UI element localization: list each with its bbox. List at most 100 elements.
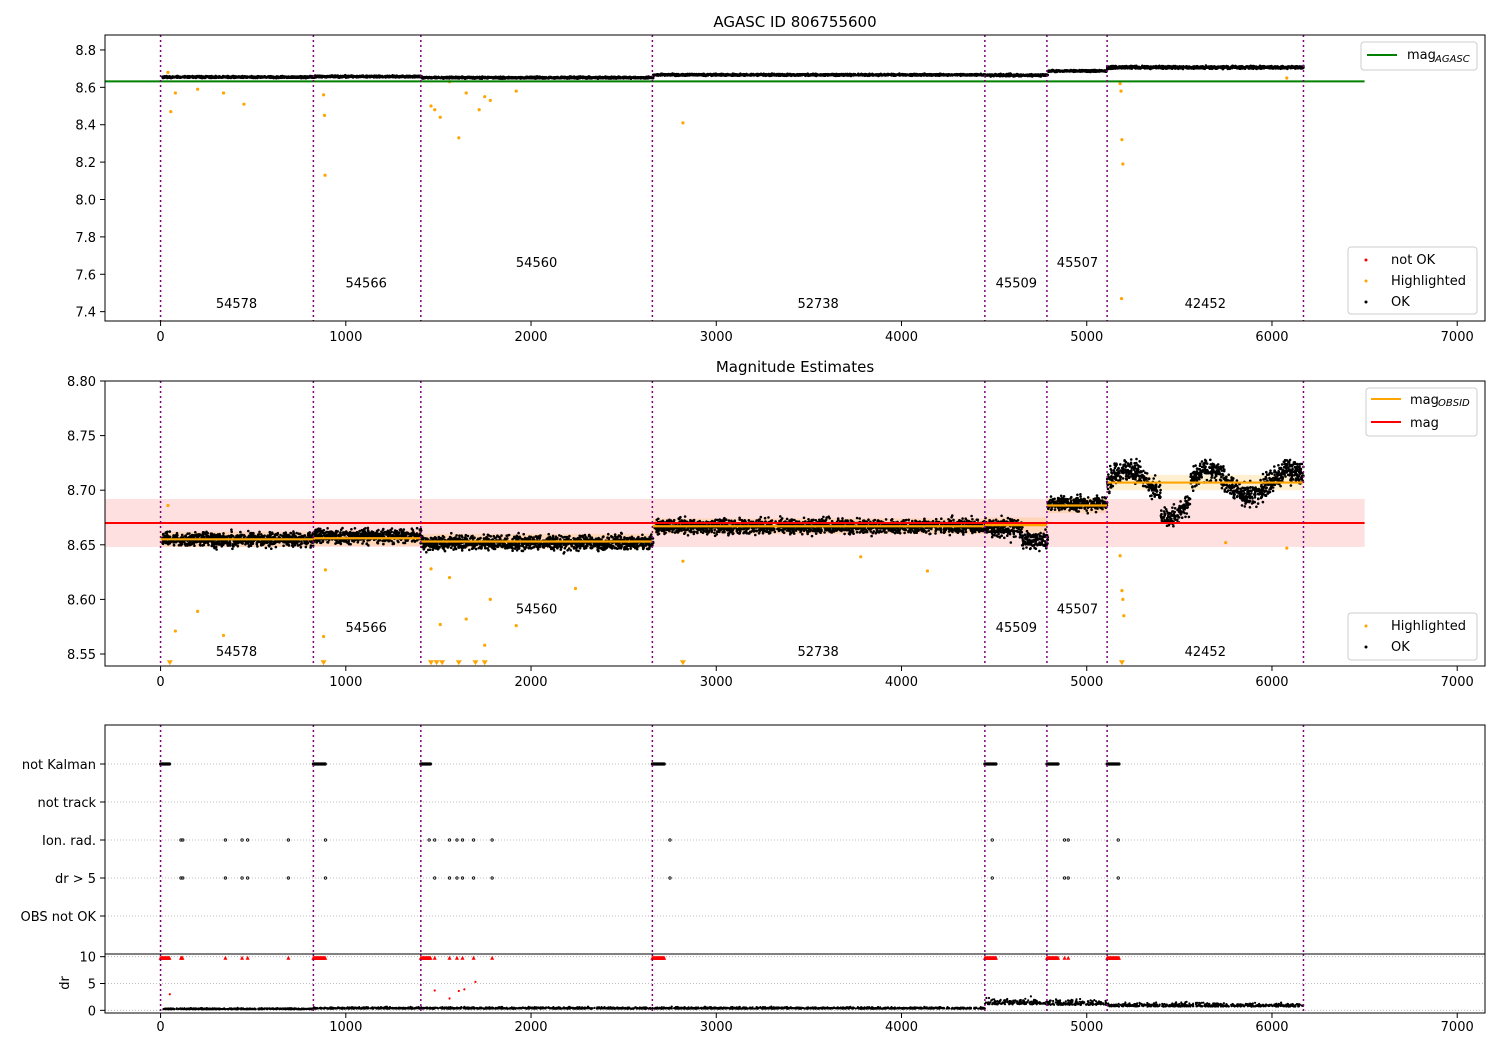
p1-xtick-label: 1000 xyxy=(329,330,362,345)
p1-ok-point xyxy=(639,76,642,79)
p1-ok-point xyxy=(615,76,618,79)
p1-ok-point xyxy=(236,76,239,79)
p1-ok-point xyxy=(282,76,285,79)
p1-ok-point xyxy=(454,76,457,79)
p1-ok-point xyxy=(332,75,335,78)
p1-ok-point xyxy=(227,76,230,79)
p1-ok-point xyxy=(233,76,236,79)
p1-ok-point xyxy=(273,76,276,79)
p1-ok-point xyxy=(934,73,937,76)
p1-ok-point xyxy=(1009,73,1012,76)
p1-ok-point xyxy=(950,73,953,76)
p1-ok-point xyxy=(336,75,339,78)
p1-ok-point xyxy=(525,77,528,80)
p1-ok-point xyxy=(327,75,330,78)
p1-xtick-label: 2000 xyxy=(514,330,547,345)
p1-ok-point xyxy=(372,75,375,78)
p1-ok-point xyxy=(622,76,625,79)
p1-ok-point xyxy=(472,77,475,80)
p1-ytick-label: 8.4 xyxy=(75,119,96,134)
p1-ok-point xyxy=(401,75,404,78)
p1-ok-point xyxy=(768,73,771,76)
p1-ok-point xyxy=(1096,70,1099,73)
p1-ok-point xyxy=(824,74,827,77)
p1-ok-point xyxy=(1069,70,1072,73)
p1-xtick-label: 6000 xyxy=(1255,330,1288,345)
p1-ok-point xyxy=(629,76,632,79)
p1-ok-point xyxy=(704,74,707,77)
p1-ok-point xyxy=(413,74,416,77)
p1-ok-point xyxy=(588,76,591,79)
p1-ok-point xyxy=(504,76,507,79)
p1-xtick-label: 7000 xyxy=(1441,330,1474,345)
p1-ok-point xyxy=(461,75,464,78)
p1-ok-point xyxy=(1074,70,1077,73)
p1-ok-point xyxy=(808,75,811,78)
p1-ytick-label: 8.8 xyxy=(75,44,96,59)
p1-ok-point xyxy=(872,74,875,77)
p1-ok-point xyxy=(1079,70,1082,73)
p1-ok-point xyxy=(868,73,871,76)
panel1-title: AGASC ID 806755600 xyxy=(713,13,876,31)
p1-xtick-label: 4000 xyxy=(885,330,918,345)
p1-ok-point xyxy=(827,74,830,77)
p1-ok-point xyxy=(844,73,847,76)
p1-ok-point xyxy=(748,74,751,77)
p1-ok-point xyxy=(1013,74,1016,77)
p1-ok-point xyxy=(349,75,352,78)
p1-ok-point xyxy=(275,75,278,78)
p1-ok-point xyxy=(761,73,764,76)
p1-ok-point xyxy=(731,74,734,77)
p1-ok-point xyxy=(681,74,684,77)
p1-ok-point xyxy=(782,74,785,77)
p1-ok-point xyxy=(802,73,805,76)
p1-ok-point xyxy=(919,73,922,76)
p1-ok-point xyxy=(894,74,897,77)
p1-ytick-label: 7.8 xyxy=(75,231,96,246)
p1-ok-point xyxy=(493,76,496,79)
p1-ok-point xyxy=(659,73,662,76)
p1-ok-point xyxy=(953,73,956,76)
p1-ok-point xyxy=(692,73,695,76)
p1-ok-point xyxy=(447,76,450,79)
p1-ok-point xyxy=(835,73,838,76)
p1-ok-point xyxy=(916,73,919,76)
p1-ok-point xyxy=(1017,73,1020,76)
p1-ok-point xyxy=(437,76,440,79)
p1-ok-point xyxy=(248,76,251,79)
p1-ok-point xyxy=(382,76,385,79)
p1-ok-point xyxy=(500,76,503,79)
p1-ok-point xyxy=(976,73,979,76)
p1-ok-point xyxy=(512,77,515,80)
p1-ok-point xyxy=(190,75,193,78)
p1-ok-point xyxy=(857,74,860,77)
p1-ok-point xyxy=(885,74,888,77)
p1-ytick-label: 8.2 xyxy=(75,156,96,171)
p1-ok-point xyxy=(970,74,973,77)
p1-ok-point xyxy=(882,73,885,76)
p1-ok-point xyxy=(302,76,305,79)
p1-ok-point xyxy=(645,76,648,79)
p1-ok-point xyxy=(533,76,536,79)
p1-ok-point xyxy=(251,76,254,79)
p1-ok-point xyxy=(945,74,948,77)
p1-ok-point xyxy=(792,73,795,76)
p1-ok-point xyxy=(684,74,687,77)
p1-ok-point xyxy=(669,73,672,76)
p1-xtick-label: 5000 xyxy=(1070,330,1103,345)
p1-ok-point xyxy=(795,74,798,77)
p1-ok-point xyxy=(489,76,492,79)
p1-ok-point xyxy=(1042,74,1045,77)
p1-ok-point xyxy=(702,74,705,77)
p1-ok-point xyxy=(280,76,283,79)
p1-ok-point xyxy=(674,73,677,76)
p1-ok-point xyxy=(433,76,436,79)
p1-ok-point xyxy=(322,75,325,78)
p1-xtick-label: 0 xyxy=(156,330,164,345)
p1-ok-point xyxy=(466,76,469,79)
p1-ok-point xyxy=(368,75,371,78)
p1-ok-point xyxy=(697,73,700,76)
p1-ok-point xyxy=(804,75,807,78)
